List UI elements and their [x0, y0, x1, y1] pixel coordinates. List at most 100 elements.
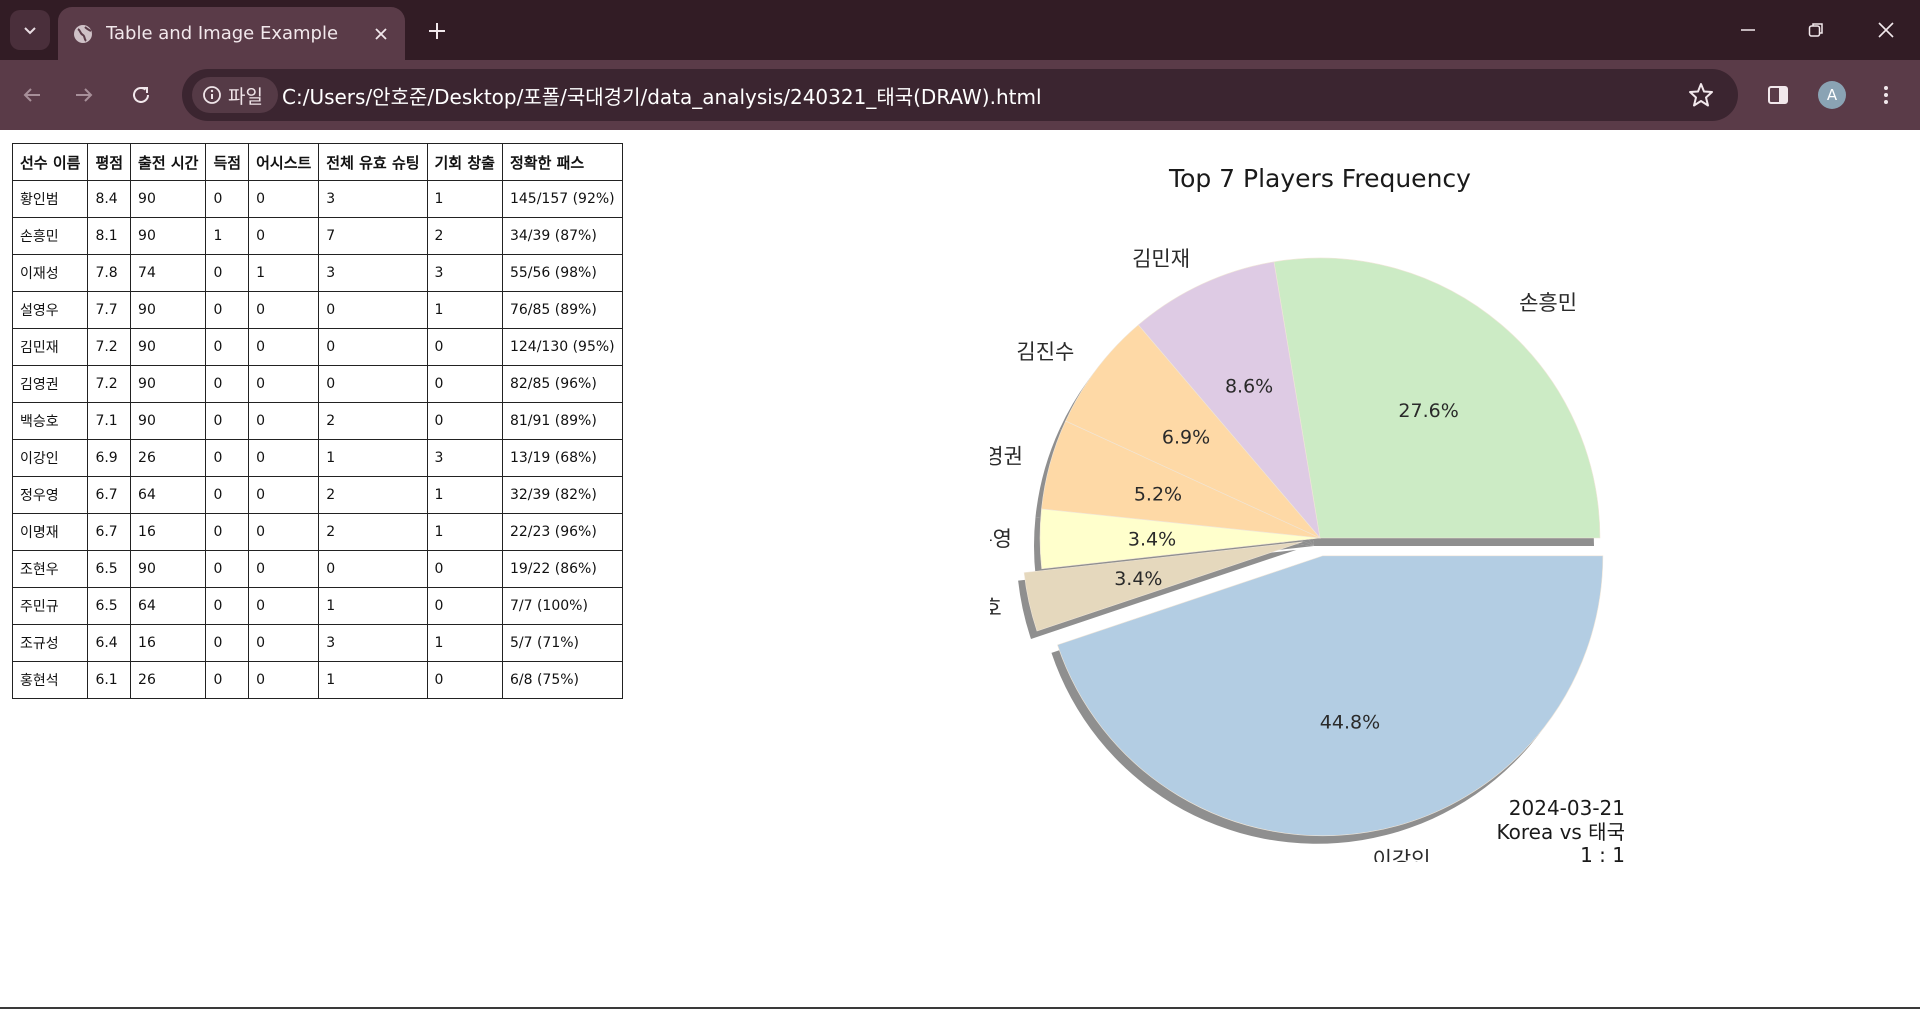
table-cell: 1	[318, 439, 428, 477]
table-cell: 55/56 (98%)	[501, 254, 623, 292]
table-cell: 백승호	[11, 402, 89, 440]
table-cell: 0	[205, 513, 250, 551]
table-cell: 0	[318, 550, 428, 588]
table-cell: 0	[248, 365, 320, 403]
table-cell: 0	[205, 180, 250, 218]
reload-icon	[133, 86, 149, 103]
forward-button[interactable]	[66, 77, 102, 113]
globe-icon	[74, 24, 92, 43]
table-cell: 0	[318, 365, 428, 403]
pie-slice	[1057, 555, 1604, 837]
slice-percent-label: 8.6%	[1225, 376, 1273, 398]
col-header: 전체 유효 슈팅	[318, 143, 428, 181]
table-cell: 0	[205, 661, 250, 699]
table-row: 설영우 7.7 90 0 0 0 1 76/85 (89%)	[11, 291, 623, 329]
table-cell: 16	[130, 513, 207, 551]
address-bar[interactable]: 파일 C:/Users/안호준/Desktop/포폴/국대경기/data_ana…	[182, 69, 1738, 121]
pie-slice-shadow	[1018, 549, 1297, 639]
table-cell: 26	[130, 439, 207, 477]
pie-slice	[1039, 508, 1321, 570]
slice-label: 김진수	[1016, 340, 1074, 364]
tab-close-button[interactable]	[369, 22, 393, 46]
active-tab[interactable]: Table and Image Example	[58, 7, 405, 60]
tab-title: Table and Image Example	[106, 23, 339, 44]
slice-percent-label: 6.9%	[1162, 427, 1210, 449]
info-icon	[203, 86, 221, 104]
table-cell: 0	[248, 217, 320, 255]
restore-button[interactable]	[1782, 0, 1850, 60]
reload-button[interactable]	[123, 77, 159, 113]
slice-percent-label: 3.4%	[1128, 529, 1176, 551]
table-cell: 90	[130, 217, 207, 255]
table-cell: 90	[130, 550, 207, 588]
back-button[interactable]	[14, 77, 50, 113]
table-cell: 정우영	[11, 476, 89, 514]
bookmark-star-icon[interactable]	[1687, 81, 1715, 109]
table-cell: 0	[248, 439, 320, 477]
slice-label: 김민재	[1132, 247, 1190, 271]
table-cell: 8.1	[87, 217, 132, 255]
table-cell: 조규성	[11, 624, 89, 662]
table-cell: 이재성	[11, 254, 89, 292]
slice-percent-label: 3.4%	[1114, 568, 1162, 590]
table-cell: 64	[130, 587, 207, 625]
table-cell: 1	[426, 624, 503, 662]
table-cell: 3	[318, 254, 428, 292]
minimize-icon	[1741, 29, 1755, 31]
close-window-button[interactable]	[1852, 0, 1920, 60]
avatar: A	[1818, 81, 1846, 109]
table-cell: 2	[426, 217, 503, 255]
tab-strip: Table and Image Example	[0, 0, 1920, 60]
profile-button[interactable]: A	[1814, 77, 1850, 113]
table-cell: 3	[426, 254, 503, 292]
table-cell: 3	[318, 180, 428, 218]
table-cell: 6.5	[87, 587, 132, 625]
new-tab-button[interactable]	[420, 14, 454, 48]
table-cell: 0	[205, 291, 250, 329]
arrow-right-icon	[76, 88, 93, 102]
table-cell: 2	[318, 513, 428, 551]
url-text[interactable]: C:/Users/안호준/Desktop/포폴/국대경기/data_analys…	[282, 85, 1042, 109]
table-cell: 0	[248, 661, 320, 699]
table-cell: 0	[248, 476, 320, 514]
table-cell: 0	[248, 291, 320, 329]
table-cell: 1	[426, 291, 503, 329]
minimize-button[interactable]	[1714, 0, 1782, 60]
table-row: 손흥민 8.1 90 1 0 7 2 34/39 (87%)	[11, 217, 623, 255]
table-row: 정우영 6.7 64 0 0 2 1 32/39 (82%)	[11, 476, 623, 514]
restore-icon	[1808, 23, 1823, 37]
table-cell: 74	[130, 254, 207, 292]
table-cell: 0	[248, 587, 320, 625]
side-panel-button[interactable]	[1760, 77, 1796, 113]
table-row: 백승호 7.1 90 0 0 2 0 81/91 (89%)	[11, 402, 623, 440]
match-date: 2024-03-21	[1509, 796, 1625, 820]
table-row: 이재성 7.8 74 0 1 3 3 55/56 (98%)	[11, 254, 623, 292]
table-cell: 0	[426, 328, 503, 366]
table-cell: 82/85 (96%)	[501, 365, 623, 403]
slice-percent-label: 44.8%	[1320, 712, 1380, 734]
site-info-chip[interactable]: 파일	[192, 77, 278, 113]
table-cell: 3	[318, 624, 428, 662]
col-header: 평점	[87, 143, 132, 181]
table-cell: 64	[130, 476, 207, 514]
table-cell: 19/22 (86%)	[501, 550, 623, 588]
menu-button[interactable]	[1868, 77, 1904, 113]
slice-label: 이강인	[1373, 848, 1431, 862]
chevron-down-icon	[24, 27, 36, 35]
table-cell: 0	[426, 365, 503, 403]
table-cell: 76/85 (89%)	[501, 291, 623, 329]
table-cell: 124/130 (95%)	[501, 328, 623, 366]
table-cell: 0	[426, 402, 503, 440]
table-cell: 7.2	[87, 365, 132, 403]
table-cell: 0	[205, 587, 250, 625]
pie-slices	[1023, 257, 1604, 837]
table-cell: 13/19 (68%)	[501, 439, 623, 477]
table-cell: 1	[426, 180, 503, 218]
table-cell: 6.5	[87, 550, 132, 588]
tab-search-button[interactable]	[10, 10, 50, 50]
table-cell: 7.7	[87, 291, 132, 329]
close-icon	[1878, 22, 1894, 38]
browser-toolbar: 파일 C:/Users/안호준/Desktop/포폴/국대경기/data_ana…	[0, 60, 1920, 130]
table-cell: 5/7 (71%)	[501, 624, 623, 662]
table-cell: 16	[130, 624, 207, 662]
